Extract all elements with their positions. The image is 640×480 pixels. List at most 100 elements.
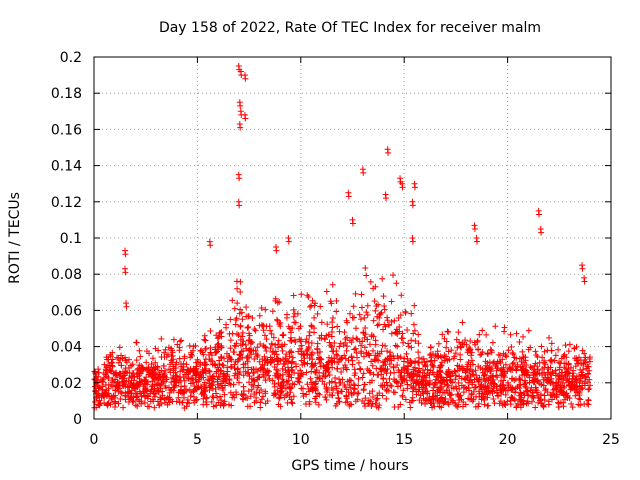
data-point bbox=[383, 379, 390, 386]
data-point bbox=[290, 393, 297, 400]
data-point bbox=[579, 382, 586, 389]
data-point bbox=[231, 394, 238, 401]
data-point bbox=[323, 365, 330, 372]
data-point bbox=[394, 362, 401, 369]
data-point bbox=[305, 345, 312, 352]
data-point bbox=[223, 321, 230, 328]
data-point bbox=[224, 364, 231, 371]
data-point bbox=[257, 341, 264, 348]
data-point bbox=[284, 357, 291, 364]
data-point bbox=[269, 308, 276, 315]
data-point bbox=[262, 357, 269, 364]
data-point bbox=[384, 314, 391, 321]
data-point bbox=[289, 354, 296, 361]
data-point bbox=[532, 375, 539, 382]
data-point bbox=[288, 399, 295, 406]
data-point bbox=[163, 353, 170, 360]
data-point bbox=[468, 396, 475, 403]
data-point bbox=[517, 389, 524, 396]
data-point bbox=[333, 308, 340, 315]
data-point bbox=[186, 400, 193, 407]
data-point bbox=[167, 369, 174, 376]
data-point bbox=[262, 400, 269, 407]
data-point bbox=[133, 339, 140, 346]
data-point bbox=[235, 356, 242, 363]
data-point bbox=[122, 354, 129, 361]
data-point bbox=[311, 329, 318, 336]
data-point bbox=[475, 400, 482, 407]
data-point bbox=[136, 362, 143, 369]
data-point bbox=[412, 337, 419, 344]
data-point bbox=[552, 352, 559, 359]
data-point bbox=[365, 351, 372, 358]
data-point bbox=[410, 371, 417, 378]
data-point bbox=[117, 356, 124, 363]
data-point bbox=[409, 202, 416, 209]
data-point bbox=[187, 380, 194, 387]
data-point bbox=[332, 402, 339, 409]
data-point bbox=[555, 359, 562, 366]
data-point bbox=[520, 389, 527, 396]
data-point bbox=[273, 247, 280, 254]
data-point bbox=[115, 400, 122, 407]
data-point bbox=[188, 349, 195, 356]
data-point bbox=[361, 344, 368, 351]
data-point bbox=[336, 328, 343, 335]
data-point bbox=[352, 345, 359, 352]
data-point bbox=[445, 401, 452, 408]
data-point bbox=[470, 388, 477, 395]
data-point bbox=[380, 326, 387, 333]
data-point bbox=[279, 376, 286, 383]
data-point bbox=[366, 341, 373, 348]
data-point bbox=[228, 402, 235, 409]
data-point bbox=[327, 298, 334, 305]
data-point bbox=[529, 392, 536, 399]
data-point bbox=[299, 371, 306, 378]
data-point bbox=[253, 398, 260, 405]
data-point bbox=[314, 374, 321, 381]
data-point bbox=[332, 379, 339, 386]
data-point bbox=[142, 384, 149, 391]
data-point bbox=[286, 367, 293, 374]
data-point bbox=[297, 323, 304, 330]
data-point bbox=[118, 390, 125, 397]
data-point bbox=[135, 396, 142, 403]
data-point bbox=[469, 379, 476, 386]
data-point bbox=[403, 350, 410, 357]
data-point bbox=[216, 316, 223, 323]
data-point bbox=[288, 396, 295, 403]
data-point bbox=[577, 378, 584, 385]
data-point bbox=[192, 342, 199, 349]
data-point bbox=[371, 356, 378, 363]
data-point bbox=[530, 371, 537, 378]
data-point bbox=[361, 381, 368, 388]
data-point bbox=[380, 375, 387, 382]
data-point bbox=[585, 401, 592, 408]
data-point bbox=[417, 392, 424, 399]
data-point bbox=[312, 395, 319, 402]
data-point bbox=[445, 399, 452, 406]
data-point bbox=[276, 321, 283, 328]
data-point bbox=[247, 393, 254, 400]
data-point bbox=[509, 394, 516, 401]
data-point bbox=[183, 371, 190, 378]
data-point bbox=[212, 402, 219, 409]
data-point bbox=[549, 396, 556, 403]
data-point bbox=[336, 356, 343, 363]
data-point bbox=[473, 238, 480, 245]
data-point bbox=[383, 386, 390, 393]
data-point bbox=[372, 307, 379, 314]
data-point bbox=[236, 371, 243, 378]
data-point bbox=[240, 361, 247, 368]
data-point bbox=[392, 342, 399, 349]
data-point bbox=[104, 369, 111, 376]
data-point bbox=[262, 306, 269, 313]
data-point bbox=[331, 340, 338, 347]
data-point bbox=[558, 369, 565, 376]
data-point bbox=[424, 370, 431, 377]
data-point bbox=[201, 336, 208, 343]
data-point bbox=[446, 376, 453, 383]
data-point bbox=[128, 374, 135, 381]
data-point bbox=[161, 395, 168, 402]
data-point bbox=[169, 398, 176, 405]
